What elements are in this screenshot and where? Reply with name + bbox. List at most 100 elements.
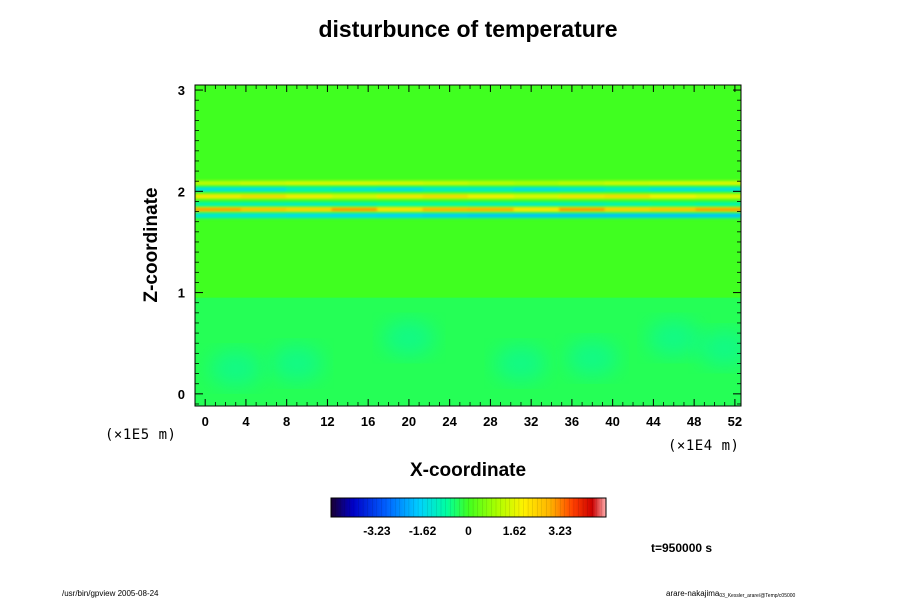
band-streak [422,202,469,207]
plot-frame [194,84,742,407]
band-streak [468,181,515,185]
cool-blob [566,340,619,377]
band-streak [650,213,697,218]
band-streak [195,202,242,207]
x-tick-label: 32 [524,414,538,429]
disturbance-band [195,201,741,208]
band-streak [650,207,697,212]
band-streak [650,194,697,199]
band-streak [331,207,378,212]
colorbar-tick-label: 1.62 [503,524,527,538]
band-streak [468,202,515,207]
band-streak [513,181,560,185]
band-streak [695,187,741,191]
band-streak [695,202,741,207]
band-streak [650,181,697,185]
band-streak [331,202,378,207]
disturbance-band [195,193,741,200]
disturbance-band [195,206,741,213]
y-tick-label: 2 [178,184,185,199]
heatmap-field [195,180,741,406]
colorbar-tick-label: -1.62 [409,524,437,538]
footer-author-path: 03_Kessler_arare/@Temp/c05000 [719,593,795,599]
band-streak [377,194,424,199]
band-streak [240,181,287,185]
cool-blob [209,350,262,387]
colorbar-tick-label: 3.23 [548,524,572,538]
footer-author-name: arare-nakajima [666,589,720,598]
band-streak [604,202,651,207]
y-axis-label: Z-coordinate [141,187,162,302]
band-streak [559,181,606,185]
x-axis-label: X-coordinate [410,460,526,481]
y-tick-label: 0 [178,387,185,402]
band-streak [604,181,651,185]
x-tick-label: 20 [402,414,416,429]
x-tick-label: 28 [483,414,497,429]
band-streak [240,213,287,218]
band-streak [195,194,242,199]
band-streak [195,207,242,212]
cool-blob [698,330,741,367]
band-streak [604,213,651,218]
band-streak [513,194,560,199]
y-axis-unit: (×1E5 m) [105,427,176,443]
x-axis-unit: (×1E4 m) [668,438,739,454]
band-streak [695,213,741,218]
x-tick-label: 4 [242,414,250,429]
band-streak [331,181,378,185]
band-streak [286,213,333,218]
band-streak [422,181,469,185]
x-tick-label: 36 [565,414,579,429]
band-streak [286,187,333,191]
band-streak [559,194,606,199]
disturbance-band [195,212,741,219]
footer-author: arare-nakajima03_Kessler_arare/@Temp/c05… [666,589,796,599]
y-tick-label: 1 [178,286,185,301]
colorbar-ticks: -3.23 -1.62 0 1.62 3.23 [363,524,572,538]
x-tick-label: 8 [283,414,290,429]
band-streak [422,207,469,212]
band-streak [559,187,606,191]
band-streak [195,213,242,218]
disturbance-band [195,180,741,187]
colorbar-gradient [331,498,606,517]
band-streak [468,187,515,191]
band-streak [240,207,287,212]
band-streak [422,213,469,218]
band-streak [240,187,287,191]
colorbar-frame [330,497,607,518]
y-tick-label: 3 [178,83,185,98]
x-axis-ticks: 0 4 8 12 16 20 24 28 32 36 40 44 48 52 [194,85,742,429]
band-streak [604,194,651,199]
band-streak [468,207,515,212]
band-streak [559,213,606,218]
band-streak [650,202,697,207]
x-tick-label: 12 [320,414,334,429]
band-streak [286,181,333,185]
x-tick-label: 16 [361,414,375,429]
cool-blob [494,345,547,382]
band-streak [422,187,469,191]
footer-command: /usr/bin/gpview 2005-08-24 [62,589,159,598]
band-streak [513,207,560,212]
x-tick-label: 44 [646,414,661,429]
disturbance-band [195,186,741,193]
band-streak [695,181,741,185]
band-streak [195,187,242,191]
cool-blob [270,345,323,382]
band-streak [468,213,515,218]
band-streak [513,202,560,207]
band-streak [240,202,287,207]
colorbar-tick-label: -3.23 [363,524,391,538]
x-tick-label: 24 [442,414,457,429]
band-streak [195,181,242,185]
band-streak [286,207,333,212]
colorbar-tick-label: 0 [465,524,472,538]
band-streak [695,207,741,212]
cool-blob [382,320,435,357]
band-streak [559,202,606,207]
band-streak [422,194,469,199]
